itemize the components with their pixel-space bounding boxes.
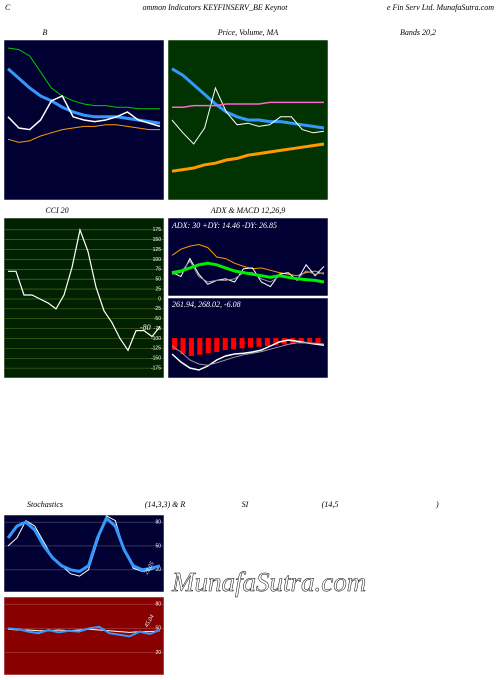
histogram-bar [239, 338, 245, 349]
histogram-bar [188, 338, 194, 356]
y-tick-label: 20 [155, 567, 161, 573]
panel-subtitle: (14,5 [322, 500, 339, 509]
series-line [171, 142, 325, 173]
series-line [6, 515, 161, 573]
series-line [172, 101, 324, 108]
series-line [7, 95, 161, 131]
panel-title: Price, Volume, MA [217, 28, 279, 37]
histogram-bar [298, 338, 304, 344]
y-tick-label: -25 [154, 306, 161, 312]
y-tick-label: 80 [155, 602, 161, 608]
annotation: 23.05 [144, 561, 156, 576]
y-tick-label: 150 [153, 237, 162, 243]
y-tick-label: 20 [155, 650, 161, 656]
series-line [171, 86, 325, 145]
histogram-bar [197, 338, 203, 355]
histogram-bar [273, 338, 279, 346]
panel [3, 596, 165, 676]
header-left: C [5, 3, 11, 12]
y-tick-label: -100 [151, 336, 161, 342]
panel-title: SI [242, 500, 249, 509]
series-line [171, 339, 325, 371]
series-line [7, 47, 160, 110]
y-tick-label: 50 [155, 543, 161, 549]
series-line [8, 227, 161, 352]
panel-subtitle: (14,3,3) & R [145, 500, 186, 509]
histogram-bar [222, 338, 228, 350]
histogram-bar [256, 338, 262, 347]
watermark: MunafaSutra.com [171, 567, 366, 597]
panel [3, 217, 165, 379]
bands-label: Bands 20,2 [400, 28, 436, 37]
annotation: -80 [140, 323, 151, 332]
y-tick-label: 175 [153, 227, 162, 233]
panel [3, 514, 165, 593]
annotation: ADX: 30 +DY: 14.46 -DY: 26.85 [171, 221, 277, 230]
series-line [171, 342, 325, 366]
y-tick-label: -50 [154, 316, 161, 322]
y-tick-label: 50 [155, 626, 161, 632]
y-tick-label: -175 [151, 365, 161, 371]
panel-title: CCI 20 [45, 206, 68, 215]
y-tick-label: 100 [153, 257, 162, 263]
histogram-bar [248, 338, 254, 348]
annotation: 261.94, 268.02, -6.08 [172, 300, 241, 309]
header-right: e Fin Serv Ltd. MunafaSutra.com [387, 3, 494, 12]
histogram-bar [315, 338, 321, 344]
y-tick-label: 75 [155, 267, 161, 273]
histogram-bar [205, 338, 211, 354]
panel-title: B [43, 28, 48, 37]
y-tick-label: 50 [155, 277, 161, 283]
histogram-bar [214, 338, 220, 352]
header-middle: ommon Indicators KEYFINSERV_BE Keynot [143, 3, 289, 12]
series-line [171, 243, 325, 277]
histogram-bar [172, 338, 178, 350]
rsi-close: ) [435, 500, 439, 509]
series-line [7, 625, 161, 638]
series-line [7, 67, 161, 125]
series-line [171, 67, 325, 130]
histogram-bar [307, 338, 313, 344]
y-tick-label: -150 [151, 356, 161, 362]
panel-title: ADX & MACD 12,26,9 [210, 206, 285, 215]
series-line [7, 515, 161, 577]
series-line [7, 124, 160, 143]
y-tick-label: -125 [151, 346, 161, 352]
panel-title: Stochastics [27, 500, 63, 509]
histogram-bar [264, 338, 270, 346]
histogram-bar [180, 338, 186, 354]
histogram-bar [231, 338, 237, 350]
series-line [171, 261, 325, 284]
panel [167, 217, 329, 297]
y-tick-label: 25 [155, 286, 161, 292]
y-tick-label: 80 [155, 519, 161, 525]
y-tick-label: 0 [158, 296, 161, 302]
y-tick-label: 125 [153, 247, 162, 253]
